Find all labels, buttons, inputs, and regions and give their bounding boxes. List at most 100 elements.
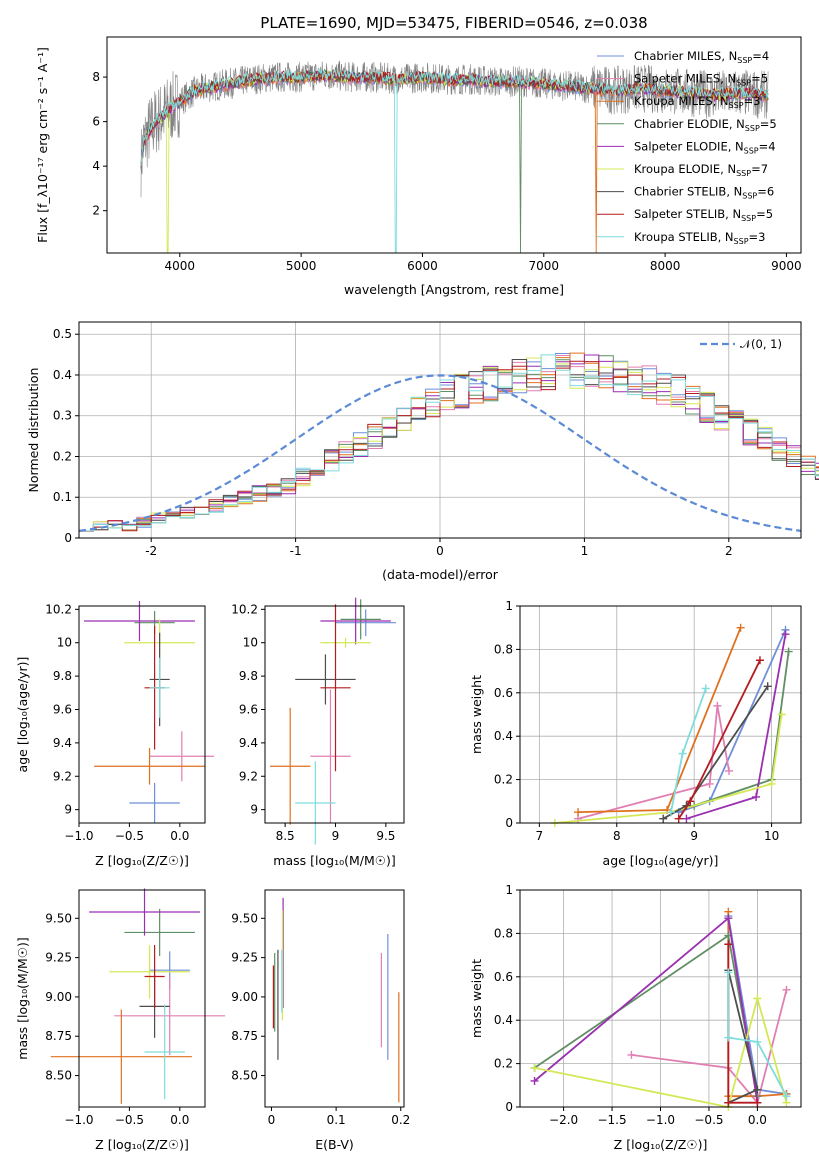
x-tick-label: 7000 [529, 259, 560, 273]
x-tick-label: 9 [690, 829, 698, 843]
x-tick-label: 8 [613, 829, 621, 843]
mass-weight-marker [724, 1033, 733, 1042]
legend-subscript: SSP [742, 192, 757, 201]
mass-weight-marker [736, 623, 745, 632]
x-tick-label: 9.5 [376, 829, 395, 843]
x-tick-label: 0.2 [391, 1113, 410, 1127]
mass-weight-marker [724, 1098, 733, 1107]
y-tick-label: 9.4 [53, 736, 72, 750]
x-tick-label: 9 [332, 829, 340, 843]
y-axis-label: age [log₁₀(age/yr)] [15, 657, 30, 773]
y-tick-label: 0.2 [494, 773, 513, 787]
y-tick-label: 9.6 [53, 702, 72, 716]
x-tick-label: −1.0 [64, 1113, 93, 1127]
x-tick-label: -2 [145, 544, 157, 558]
y-tick-label: 8.75 [231, 1029, 258, 1043]
x-tick-label: −0.5 [115, 829, 144, 843]
mass-weight-marker [686, 797, 695, 806]
y-tick-label: 10.2 [45, 602, 72, 616]
legend-label: Salpeter MILES, NSSP=5 [634, 72, 768, 88]
y-tick-label: 9.00 [45, 990, 72, 1004]
y-tick-label: 6 [92, 115, 100, 129]
y-tick-label: 1 [505, 599, 513, 613]
y-tick-label: 0.2 [494, 1057, 513, 1071]
legend-label: Salpeter STELIB, NSSP=5 [634, 207, 773, 223]
mass-weight-marker [725, 766, 734, 775]
legend-label: Kroupa STELIB, NSSP=3 [634, 230, 765, 246]
legend-nssp: =5 [751, 72, 768, 86]
x-tick-label: −1.0 [64, 829, 93, 843]
y-tick-label: 9.2 [239, 769, 258, 783]
mass-weight-marker [678, 749, 687, 758]
y-tick-label: 0 [505, 1100, 513, 1114]
mass-weight-marker [530, 1076, 539, 1085]
x-tick-label: 4000 [165, 259, 196, 273]
y-tick-label: 0.6 [494, 970, 513, 984]
mass-weight-marker [701, 684, 710, 693]
legend-subscript: SSP [741, 214, 756, 223]
plot-frame [264, 605, 405, 824]
y-tick-label: 0.4 [53, 368, 72, 382]
x-tick-label: −1.0 [646, 1113, 675, 1127]
mass-weight-marker [767, 779, 776, 788]
y-tick-label: 0.3 [53, 409, 72, 423]
legend-subscript: SSP [734, 237, 749, 246]
x-tick-label: 0.0 [170, 1113, 189, 1127]
y-tick-label: 8.50 [231, 1069, 258, 1083]
legend-subscript: SSP [736, 169, 751, 178]
plot-frame [78, 889, 206, 1108]
x-tick-label: −0.5 [115, 1113, 144, 1127]
legend-nssp: =4 [752, 49, 769, 63]
x-tick-label: 0.0 [748, 1113, 767, 1127]
y-tick-label: 9.8 [239, 669, 258, 683]
x-axis-label: wavelength [Angstrom, rest frame] [344, 282, 564, 297]
spectrum-panel: 4000 5000 6000 7000 8000 9000 2 4 6 8 PLATE=1690, … [35, 14, 802, 297]
x-tick-label: -1 [290, 544, 302, 558]
y-tick-label: 0.1 [53, 490, 72, 504]
x-tick-label: 10 [764, 829, 779, 843]
mass-weight-line [534, 995, 788, 1109]
mass-weight-marker [782, 1092, 791, 1101]
x-axis-label: E(B-V) [315, 1137, 354, 1152]
y-tick-label: 8.75 [45, 1029, 72, 1043]
legend-nssp: =3 [749, 230, 766, 244]
legend-label: Chabrier MILES, NSSP=4 [634, 49, 769, 65]
mass-weight-marker [753, 1037, 762, 1046]
legend-subscript: SSP [736, 79, 751, 88]
y-tick-label: 10 [57, 636, 72, 650]
y-tick-label: 9.50 [231, 911, 258, 925]
mass-weight-line [577, 705, 730, 820]
x-tick-label: 8.5 [276, 829, 295, 843]
y-tick-label: 0 [64, 531, 72, 545]
y-axis-label: mass weight [469, 959, 484, 1038]
mass-weight-line [533, 934, 759, 1097]
legend-nssp: =7 [751, 162, 768, 176]
mass-weight-marker [782, 985, 791, 994]
x-tick-label: −0.5 [694, 1113, 723, 1127]
legend-label: Chabrier STELIB, NSSP=6 [634, 185, 774, 201]
y-tick-label: 9 [250, 803, 258, 817]
mass-weight-marker [781, 630, 790, 639]
mass-weight-marker [530, 1063, 539, 1072]
residual-histogram [79, 353, 819, 532]
mass-weight-marker [753, 994, 762, 1003]
y-axis-label: mass [log₁₀(M/M☉)] [15, 937, 30, 1059]
x-tick-label: 5000 [286, 259, 317, 273]
plot-frame [106, 36, 802, 254]
x-tick-label: 7 [536, 829, 544, 843]
y-tick-label: 0.5 [53, 327, 72, 341]
y-tick-label: 9.8 [53, 669, 72, 683]
y-tick-label: 0.4 [494, 729, 513, 743]
legend-nssp: =5 [756, 207, 773, 221]
legend-label: Salpeter ELODIE, NSSP=4 [634, 139, 776, 155]
x-tick-label: −1.5 [597, 1113, 626, 1127]
y-tick-label: 9.25 [231, 951, 258, 965]
residual-histogram [79, 354, 819, 532]
residual-histogram [79, 355, 819, 532]
y-tick-label: 0.8 [494, 926, 513, 940]
y-tick-label: 8 [92, 70, 100, 84]
mass-weight-line [727, 970, 759, 1104]
y-tick-label: 9.50 [45, 911, 72, 925]
x-axis-label: Z [log₁₀(Z/Z☉)] [95, 1137, 189, 1152]
errorbar-panel: 8.5 9 9.5 9 9.2 9.4 9.6 9.8 10 10.2 mass [log₁₀(M/… [231, 597, 405, 868]
